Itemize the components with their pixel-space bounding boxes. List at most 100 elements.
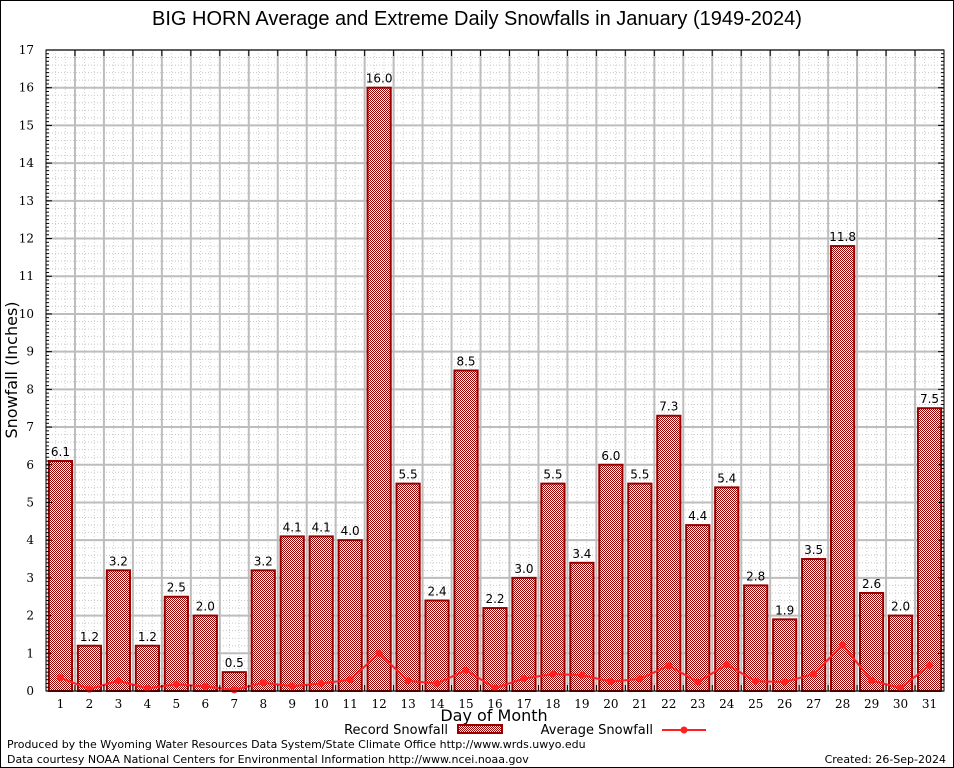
average-point-day-6 [201, 682, 209, 690]
y-tick-label: 17 [19, 43, 34, 57]
bar-day-24 [714, 486, 740, 693]
bar-label-day-2: 1.2 [80, 630, 99, 644]
y-tick-label: 16 [19, 81, 34, 95]
bar-label-day-23: 4.4 [688, 509, 707, 523]
bar-label-day-6: 2.0 [196, 600, 215, 614]
average-point-day-21 [636, 675, 644, 683]
legend: Record Snowfall Average Snowfall [344, 723, 706, 738]
x-tick-label: 29 [864, 697, 879, 711]
x-tick-label: 15 [458, 697, 473, 711]
x-tick-label: 6 [202, 697, 210, 711]
average-line [56, 641, 934, 694]
average-point-day-12 [375, 649, 383, 657]
footer-created: Created: 26-Sep-2024 [824, 753, 946, 766]
bar-day-15 [453, 369, 479, 692]
x-tick-label: 8 [259, 697, 267, 711]
y-tick-label: 2 [26, 609, 34, 623]
y-tick-label: 1 [26, 646, 34, 660]
bar-label-day-27: 3.5 [804, 543, 823, 557]
y-tick-label: 0 [26, 684, 34, 698]
x-tick-label: 27 [806, 697, 821, 711]
bar-label-day-25: 2.8 [746, 569, 765, 583]
average-point-day-27 [810, 670, 818, 678]
average-point-day-19 [578, 671, 586, 679]
bar-label-day-20: 6.0 [601, 449, 620, 463]
bar-day-8 [250, 569, 276, 693]
y-tick-label: 13 [19, 194, 34, 208]
y-tick-label: 5 [26, 495, 34, 509]
x-tick-label: 21 [632, 697, 647, 711]
footer-data-source: Data courtesy NOAA National Centers for … [7, 753, 529, 766]
average-point-day-18 [549, 670, 557, 678]
bar-label-day-28: 11.8 [829, 230, 856, 244]
average-point-day-14 [433, 679, 441, 687]
bar-label-day-12: 16.0 [366, 72, 393, 86]
bar-day-21 [627, 482, 653, 692]
x-tick-label: 24 [719, 697, 735, 711]
bar-label-day-14: 2.4 [428, 585, 447, 599]
bar-label-day-30: 2.0 [891, 600, 910, 614]
y-tick-label: 7 [26, 420, 34, 434]
bar-label-day-4: 1.2 [138, 630, 157, 644]
y-tick-label: 14 [19, 156, 35, 170]
bar-day-17 [511, 576, 537, 692]
bar-label-day-24: 5.4 [717, 471, 736, 485]
bar-label-day-21: 5.5 [630, 468, 649, 482]
x-tick-label: 14 [429, 697, 445, 711]
average-point-day-10 [317, 679, 325, 687]
x-tick-label: 5 [173, 697, 181, 711]
average-point-day-4 [143, 684, 151, 692]
bar-day-6 [192, 614, 218, 693]
bar-label-day-13: 5.5 [399, 468, 418, 482]
record-bars: 6.1 1.2 3.2 1.2 2.5 2.0 0.5 3.2 4.1 4.1 4.0 16.0 5.5… [47, 72, 943, 693]
bar-day-9 [279, 535, 305, 692]
x-tick-label: 18 [545, 697, 560, 711]
bar-day-5 [163, 595, 189, 692]
y-tick-label: 4 [26, 533, 34, 547]
bar-day-3 [105, 569, 132, 693]
average-point-day-7 [230, 686, 238, 694]
bar-day-4 [134, 644, 160, 692]
bar-day-12 [366, 86, 392, 693]
x-tick-label: 31 [922, 697, 937, 711]
bar-day-25 [743, 584, 769, 692]
bar-day-10 [308, 535, 334, 692]
bar-day-31 [916, 407, 943, 692]
chart-title: BIG HORN Average and Extreme Daily Snowf… [152, 8, 802, 30]
bar-label-day-17: 3.0 [514, 562, 533, 576]
x-tick-label: 12 [371, 697, 386, 711]
bar-day-30 [887, 614, 914, 693]
y-tick-label: 11 [19, 269, 34, 283]
average-point-day-30 [897, 684, 905, 692]
bar-label-day-3: 3.2 [109, 554, 128, 568]
y-axis-label: Snowfall (Inches) [2, 301, 21, 438]
average-point-day-24 [723, 661, 731, 669]
x-tick-label: 13 [400, 697, 415, 711]
x-tick-label: 26 [777, 697, 792, 711]
average-point-day-23 [694, 678, 702, 686]
y-tick-label: 8 [26, 382, 34, 396]
y-tick-label: 6 [26, 458, 34, 472]
x-tick-label: 2 [86, 697, 94, 711]
bar-day-22 [656, 414, 682, 692]
bar-label-day-7: 0.5 [225, 656, 244, 670]
y-tick-label: 9 [26, 345, 34, 359]
legend-swatch-record [457, 724, 503, 734]
bar-day-2 [76, 644, 103, 692]
bar-day-16 [482, 607, 508, 692]
x-tick-label: 25 [748, 697, 763, 711]
average-point-day-16 [491, 684, 499, 692]
x-tick-label: 20 [603, 697, 618, 711]
average-point-day-22 [665, 662, 673, 670]
legend-label-average: Average Snowfall [541, 723, 653, 738]
bar-label-day-29: 2.6 [862, 577, 881, 591]
average-point-day-28 [839, 641, 847, 649]
footer-producer: Produced by the Wyoming Water Resources … [7, 738, 586, 751]
bar-day-29 [858, 591, 885, 693]
average-point-day-2 [85, 685, 93, 693]
y-tick-label: 15 [19, 118, 34, 132]
bar-label-day-26: 1.9 [775, 603, 794, 617]
bar-label-day-31: 7.5 [920, 392, 939, 406]
x-tick-label: 9 [288, 697, 296, 711]
